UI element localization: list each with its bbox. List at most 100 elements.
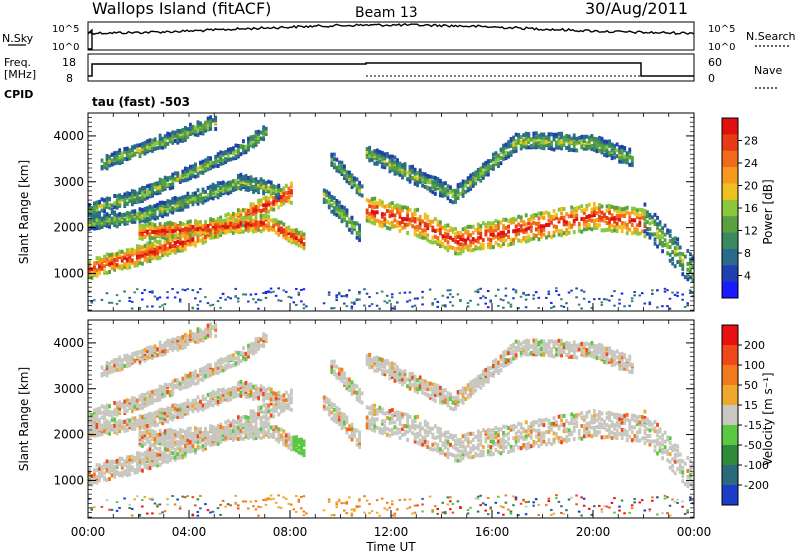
power-cell [125,215,129,220]
power-cell [335,202,339,207]
beam-label: Beam 13 [355,5,418,21]
power-cell [385,225,389,230]
power-cell [163,184,167,189]
power-cell [183,239,187,244]
power-cell [95,217,99,222]
power-cell [153,146,157,151]
power-cell [681,293,684,296]
power-cell [421,228,425,233]
power-cell [595,137,599,142]
power-cell [514,139,518,144]
power-cell [178,202,182,207]
power-cell [239,212,243,217]
power-cell [514,148,518,153]
power-cell [201,226,205,231]
power-cell [524,235,528,240]
power-cell [156,181,159,186]
power-cell [527,226,531,231]
power-cell [610,142,614,147]
power-cell [95,226,99,231]
velocity-cell [209,426,213,431]
velocity-cell [143,458,147,463]
power-cell [335,296,338,299]
power-cell [348,170,351,175]
velocity-cell [118,460,122,465]
power-cell [264,223,268,228]
velocity-cell [120,404,124,409]
power-cell [345,208,349,213]
power-cell [267,221,271,226]
power-cell [676,260,680,265]
velocity-cell [173,447,177,452]
power-cell [373,201,377,206]
velocity-cell [171,407,175,412]
velocity-cell [156,347,159,352]
power-cell [522,141,526,146]
velocity-cell [191,331,195,336]
power-cell [244,208,248,213]
power-cell [148,232,152,237]
power-cell [640,211,644,216]
velocity-cell [108,460,112,465]
power-cell [284,195,288,200]
velocity-cell [214,434,218,439]
power-cell [247,175,250,180]
power-cell [643,202,647,207]
power-cell [146,139,149,144]
power-cell [514,132,518,137]
power-cell [141,149,144,154]
power-cell [605,298,609,301]
velocity-cell [211,431,215,436]
power-cell [350,181,354,186]
power-cell [524,131,528,136]
velocity-cell [141,392,144,397]
velocity-cell [209,424,213,429]
power-cell [396,158,399,163]
power-cell [100,261,104,266]
power-cell [385,219,389,224]
power-cell [231,186,235,191]
power-cell [456,195,460,200]
power-cell [618,150,622,155]
velocity-cell [173,503,177,506]
power-cell [173,133,177,138]
power-cell [292,240,296,245]
power-cell [194,297,197,300]
velocity-cell [186,438,190,443]
power-cell [166,176,170,181]
velocity-cell [98,478,101,483]
power-cell [340,208,344,213]
power-cell [368,199,372,204]
velocity-cell [113,472,117,477]
velocity-cell [166,444,170,449]
power-cell [211,232,215,237]
velocity-cell [105,419,109,424]
power-cell [423,212,427,217]
power-cell [196,229,200,234]
velocity-cell [196,445,200,450]
power-cell [613,224,617,229]
power-cell [148,246,152,251]
power-cell [249,206,253,211]
power-cell [585,219,589,224]
velocity-cell [148,497,152,500]
velocity-cell [229,436,233,441]
velocity-cell [221,396,225,401]
power-cell [691,272,695,277]
power-cell [100,158,104,163]
velocity-cell [95,475,99,480]
power-cell [143,243,147,248]
power-cell [204,219,207,224]
velocity-cell [133,404,137,409]
power-cell [257,139,260,144]
power-cell [608,139,611,144]
power-cell [494,162,498,167]
velocity-cell [115,364,119,369]
freq-panel: Freq. [MHz] 18 8 60 0 Nave CPID tau (fas… [4,53,782,109]
power-cell [90,301,94,304]
power-cell [153,203,157,208]
power-cell [454,196,457,201]
power-cell [156,297,159,300]
power-cell [648,232,652,237]
power-cell [123,150,127,155]
